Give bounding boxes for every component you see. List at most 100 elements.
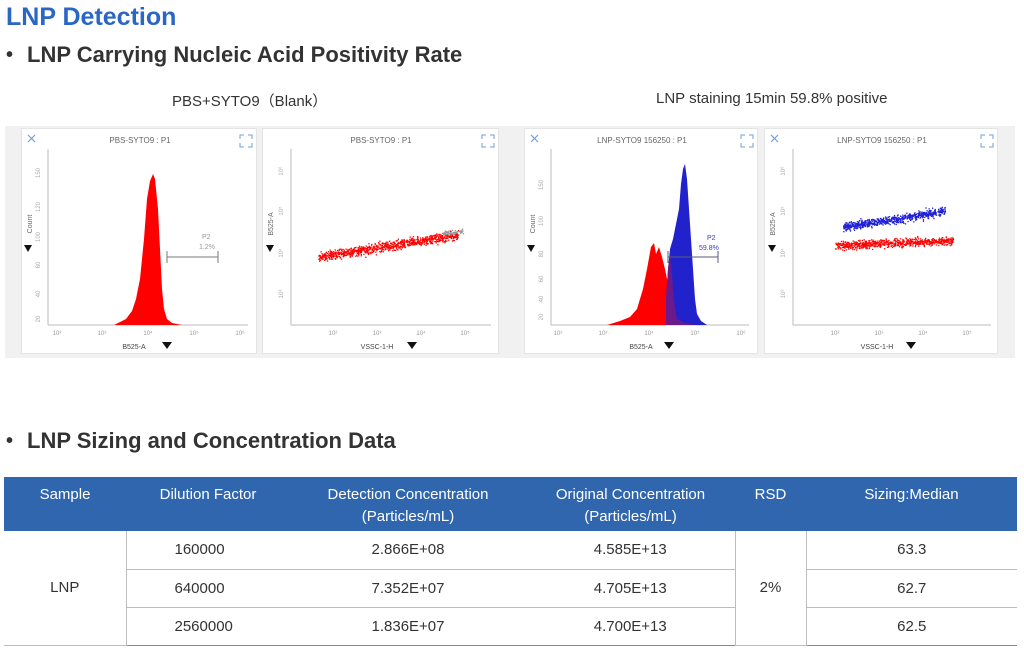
- svg-text:10⁵: 10⁵: [780, 206, 787, 216]
- scatter-point-negative: [861, 244, 864, 246]
- y-axis-dropdown-icon[interactable]: [266, 245, 274, 252]
- gate-p2[interactable]: [166, 251, 219, 263]
- scatter-point-gated: [447, 232, 449, 235]
- scatter-point-negative: [349, 253, 351, 255]
- scatter-point-negative: [450, 235, 452, 237]
- scatter-point-negative: [919, 240, 921, 242]
- scatter-point-negative: [328, 252, 330, 254]
- scatter-point-positive: [853, 228, 855, 230]
- close-icon[interactable]: [27, 134, 36, 143]
- expand-icon[interactable]: [980, 134, 994, 148]
- scatter-point-negative: [929, 242, 931, 244]
- scatter-point-negative: [384, 249, 386, 251]
- scatter-point-negative: [354, 249, 357, 251]
- scatter-point-positive: [848, 222, 851, 224]
- scatter-point-negative: [353, 247, 356, 249]
- scatter-point-negative: [397, 244, 399, 246]
- scatter-point-negative: [335, 255, 337, 257]
- x-axis-dropdown-icon[interactable]: [906, 342, 916, 349]
- scatter-point-negative: [457, 230, 460, 232]
- scatter-point-negative: [882, 244, 884, 246]
- scatter-point-negative: [372, 248, 374, 250]
- scatter-point-negative: [943, 238, 945, 240]
- scatter-point-negative: [837, 246, 839, 248]
- scatter-point-positive: [922, 219, 925, 221]
- scatter-point-negative: [413, 242, 415, 244]
- scatter-point-negative: [950, 242, 952, 244]
- scatter-point-negative: [863, 244, 865, 246]
- scatter-point-negative: [855, 241, 857, 243]
- close-icon[interactable]: [530, 134, 539, 143]
- scatter-point-positive: [863, 224, 865, 226]
- header-sizing: Sizing:Median: [806, 477, 1017, 531]
- close-icon[interactable]: [770, 134, 779, 143]
- scatter-point-negative: [388, 244, 390, 246]
- scatter-point-positive: [941, 211, 943, 213]
- scatter-point-negative: [944, 239, 946, 241]
- scatter-point-negative: [941, 237, 943, 239]
- expand-icon[interactable]: [740, 134, 754, 148]
- scatter-point-negative: [848, 243, 850, 245]
- scatter-point-negative: [848, 243, 851, 245]
- scatter-point-negative: [871, 243, 874, 245]
- scatter-point-negative: [334, 252, 337, 254]
- scatter-point-positive: [864, 224, 866, 227]
- svg-text:10⁶: 10⁶: [736, 330, 746, 337]
- scatter-point-negative: [418, 240, 421, 242]
- scatter-point-negative: [378, 246, 380, 248]
- scatter-point-negative: [338, 253, 340, 255]
- x-axis-dropdown-icon[interactable]: [664, 342, 674, 349]
- scatter-point-negative: [405, 241, 407, 243]
- scatter-point-positive: [924, 214, 926, 216]
- scatter-point-negative: [450, 233, 452, 236]
- scatter-point-negative: [441, 235, 443, 237]
- scatter-point-gated: [459, 230, 462, 232]
- scatter-point-positive: [934, 209, 936, 212]
- scatter-point-positive: [874, 222, 876, 225]
- expand-icon[interactable]: [239, 134, 253, 148]
- scatter-point-negative: [365, 256, 367, 258]
- scatter-point-negative: [905, 244, 907, 246]
- scatter-point-negative: [394, 249, 396, 251]
- scatter-point-positive: [844, 223, 846, 225]
- scatter-point-negative: [357, 255, 359, 257]
- svg-text:100: 100: [36, 231, 42, 242]
- scatter-point-negative: [856, 242, 858, 244]
- scatter-point-negative: [839, 244, 841, 246]
- scatter-point-positive: [845, 226, 847, 228]
- scatter-point-negative: [345, 248, 347, 250]
- scatter-point-negative: [442, 241, 444, 243]
- y-axis-dropdown-icon[interactable]: [24, 245, 32, 252]
- scatter-point-negative: [352, 253, 355, 255]
- scatter-point-positive: [937, 211, 939, 213]
- scatter-point-negative: [931, 243, 933, 245]
- scatter-point-negative: [451, 234, 453, 236]
- scatter-point-positive: [914, 213, 916, 216]
- scatter-point-positive: [932, 213, 934, 215]
- svg-text:20: 20: [36, 315, 42, 322]
- scatter-point-negative: [368, 245, 370, 248]
- header-dilution: Dilution Factor: [126, 477, 290, 531]
- scatter-point-negative: [373, 245, 375, 247]
- svg-text:10⁵: 10⁵: [278, 206, 285, 216]
- y-tick-labels: 150 120 100 60 40 20: [36, 167, 42, 322]
- scatter-point-gated: [460, 230, 462, 233]
- scatter-point-positive: [933, 212, 935, 214]
- section-heading-positivity: • LNP Carrying Nucleic Acid Positivity R…: [6, 42, 462, 68]
- scatter-point-negative: [338, 249, 340, 252]
- gate-p2[interactable]: [667, 251, 719, 263]
- scatter-point-positive: [881, 220, 883, 222]
- scatter-point-negative: [850, 244, 853, 246]
- y-axis-dropdown-icon[interactable]: [527, 245, 535, 252]
- scatter-point-negative: [861, 239, 863, 242]
- scatter-point-negative: [879, 245, 881, 247]
- scatter-point-negative: [353, 249, 355, 251]
- x-axis-dropdown-icon[interactable]: [162, 342, 172, 349]
- y-axis-dropdown-icon[interactable]: [768, 245, 776, 252]
- x-axis-dropdown-icon[interactable]: [407, 342, 417, 349]
- expand-icon[interactable]: [481, 134, 495, 148]
- scatter-point-positive: [871, 220, 873, 222]
- scatter-point-negative: [323, 253, 326, 255]
- scatter-point-positive: [907, 217, 909, 219]
- scatter-point-negative: [395, 243, 398, 246]
